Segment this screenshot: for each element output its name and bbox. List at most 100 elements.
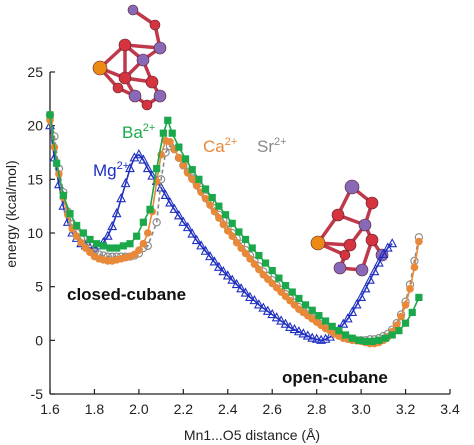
atom — [118, 38, 132, 52]
x-tick-label: 3.4 — [440, 401, 460, 417]
data-point — [179, 161, 188, 170]
data-point — [139, 239, 148, 248]
open-cubane-structure-illustration — [310, 179, 389, 277]
y-tick-label: 20 — [27, 118, 43, 134]
x-axis-title: Mn1...O5 distance (Å) — [184, 427, 320, 443]
data-point — [178, 216, 189, 226]
data-point — [365, 274, 375, 284]
data-point — [142, 162, 153, 173]
data-point — [46, 111, 54, 119]
data-point — [375, 336, 383, 344]
data-point — [293, 326, 304, 336]
data-point — [255, 251, 263, 260]
data-point — [410, 263, 419, 272]
data-point — [160, 189, 171, 199]
data-point — [355, 336, 363, 344]
data-point — [246, 254, 254, 263]
atom — [128, 89, 142, 103]
data-point — [188, 166, 196, 174]
data-point — [196, 240, 207, 250]
data-point — [347, 306, 358, 316]
data-point — [388, 331, 396, 339]
data-point — [205, 250, 215, 261]
data-point — [241, 235, 250, 244]
data-point — [215, 214, 223, 222]
data-point — [159, 129, 167, 137]
data-point — [147, 170, 158, 180]
atom — [310, 235, 326, 251]
data-point — [369, 265, 380, 276]
data-point — [320, 333, 331, 343]
data-point — [221, 211, 230, 219]
series-ba — [46, 111, 423, 346]
data-point — [72, 232, 81, 241]
data-point — [99, 242, 107, 250]
data-point — [328, 322, 336, 330]
data-point — [218, 265, 229, 276]
data-point — [373, 257, 384, 267]
data-point — [209, 256, 220, 266]
data-point — [175, 143, 183, 151]
data-point — [401, 319, 410, 327]
data-point — [116, 192, 127, 203]
atom — [153, 89, 167, 103]
data-point — [135, 246, 143, 254]
data-point — [106, 244, 114, 252]
data-point — [258, 302, 269, 312]
data-point — [66, 210, 74, 218]
x-tick-label: 2.4 — [218, 401, 238, 417]
data-point — [262, 305, 273, 315]
series-layer — [45, 110, 424, 348]
data-point — [219, 220, 228, 229]
data-point — [415, 293, 423, 301]
data-point — [173, 210, 184, 220]
legend-ba: Ba2+ — [122, 122, 155, 142]
data-point — [315, 312, 323, 320]
data-point — [253, 299, 264, 309]
data-point — [401, 301, 410, 309]
data-point — [249, 294, 260, 305]
data-point — [341, 331, 350, 339]
atom — [365, 233, 379, 247]
data-point — [50, 132, 59, 141]
atom — [145, 75, 159, 89]
data-point — [248, 244, 256, 252]
legend-ca: Ca2+ — [203, 136, 237, 156]
atom — [339, 249, 351, 261]
data-point — [175, 154, 183, 162]
atom — [141, 99, 153, 111]
data-point — [156, 182, 167, 192]
closed-cubane-annotation: closed-cubane — [67, 285, 186, 304]
data-point — [361, 337, 370, 346]
series-mg — [45, 119, 398, 344]
data-point — [241, 249, 250, 258]
data-point — [133, 232, 141, 240]
x-axis-ticks: 1.6 1.8 2.0 2.2 2.4 2.6 2.8 3.0 3.2 3.4 — [40, 389, 460, 417]
data-point — [240, 287, 251, 297]
data-point — [188, 175, 197, 184]
atom — [333, 261, 347, 275]
y-tick-label: -5 — [31, 386, 44, 402]
data-point — [187, 228, 198, 238]
data-point — [223, 227, 232, 235]
data-point — [232, 238, 241, 247]
data-point — [351, 299, 362, 309]
data-point — [192, 181, 201, 190]
data-point — [107, 220, 118, 231]
data-point — [275, 274, 283, 282]
data-point — [237, 244, 245, 252]
data-point — [235, 228, 243, 236]
atom — [118, 71, 132, 85]
data-point — [206, 201, 214, 209]
data-point — [348, 334, 356, 342]
closed-cubane-structure-illustration — [92, 4, 167, 111]
data-point — [73, 221, 81, 230]
data-point — [308, 306, 316, 314]
data-point — [182, 221, 193, 232]
data-point — [295, 294, 303, 303]
atom — [344, 179, 360, 195]
data-point — [93, 240, 101, 248]
atom — [153, 41, 167, 55]
data-point — [261, 259, 270, 267]
data-point — [267, 308, 278, 319]
